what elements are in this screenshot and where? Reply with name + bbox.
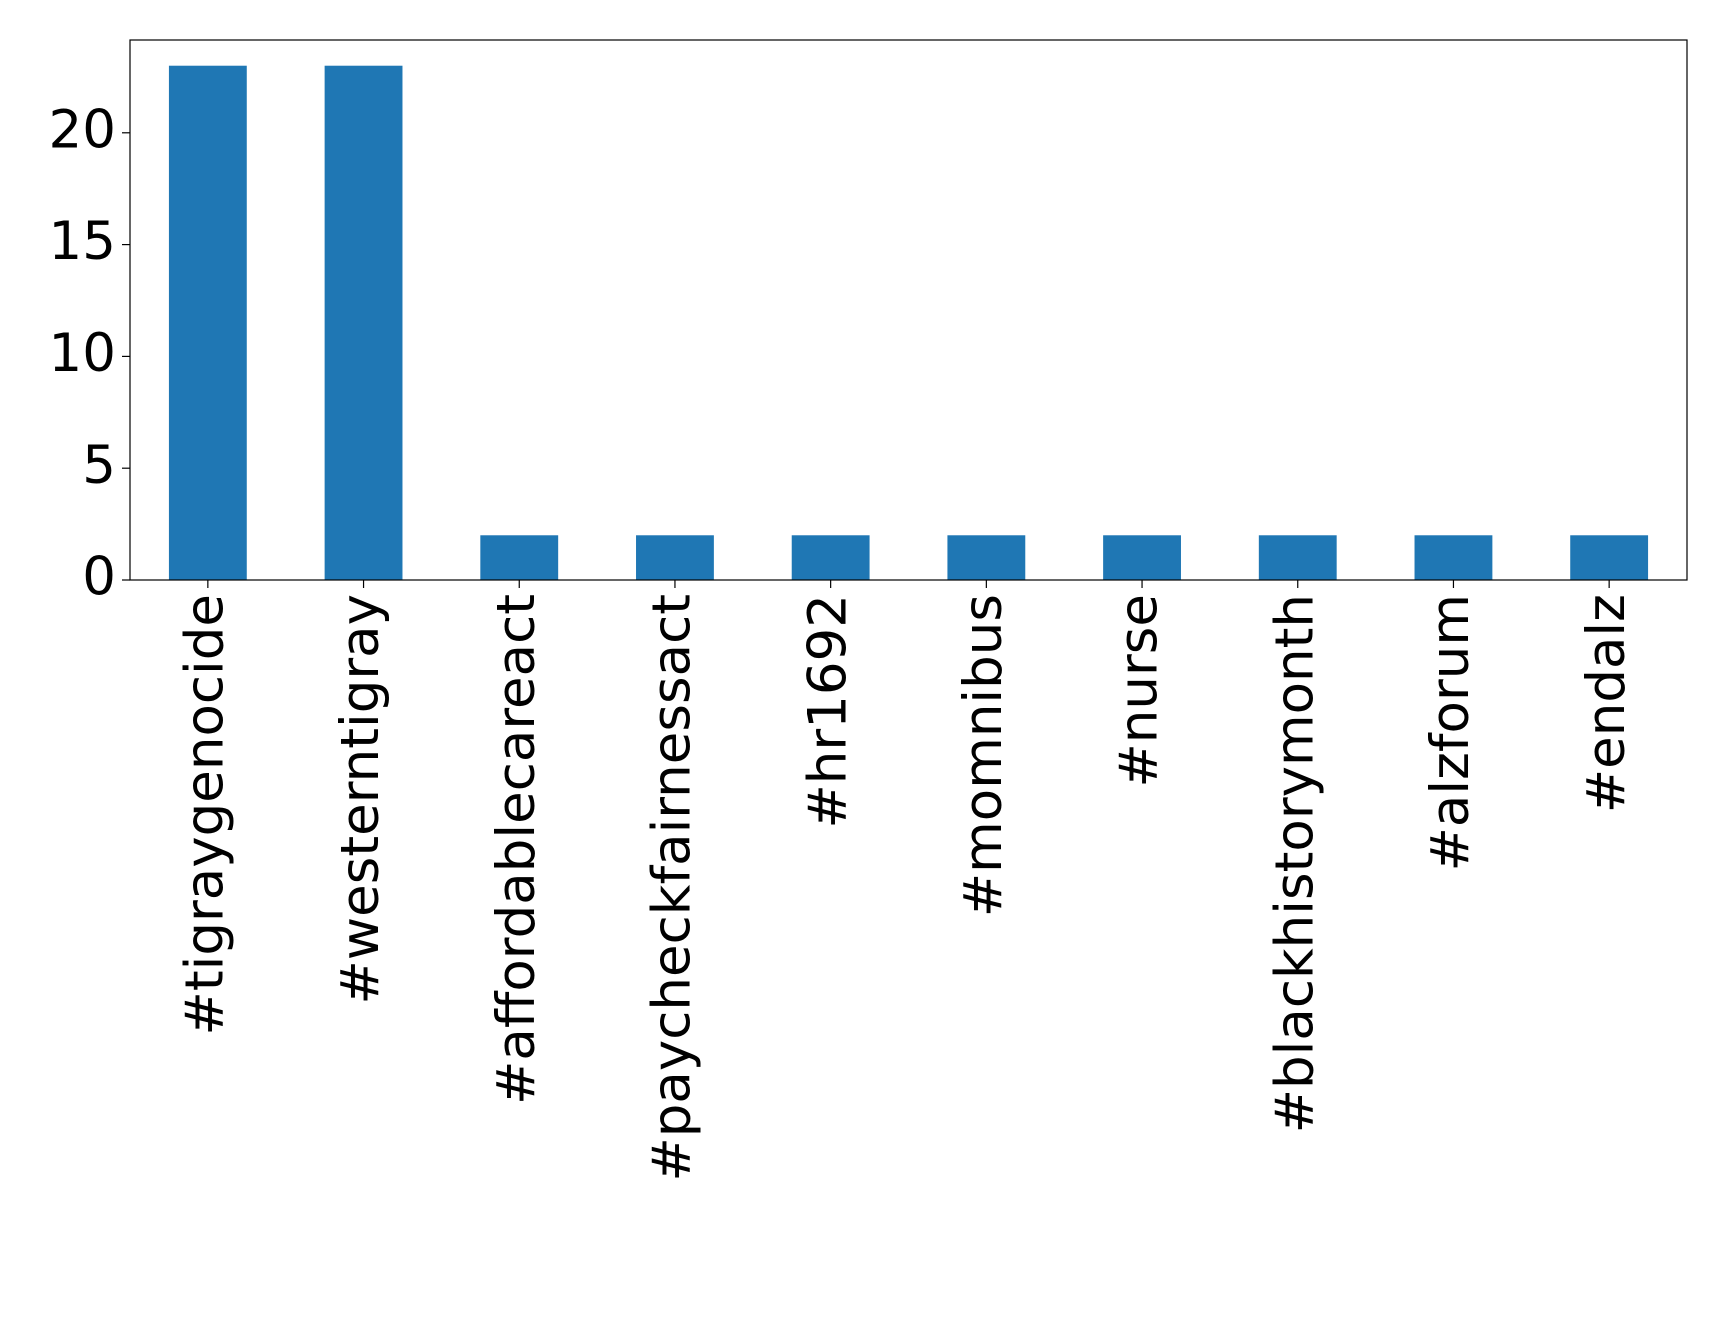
bar	[636, 535, 714, 580]
x-tick-label: #alzforum	[1420, 594, 1481, 872]
x-tick-label: #westerntigray	[330, 594, 391, 1005]
y-tick-label: 20	[49, 99, 116, 160]
x-tick-label: #momnibus	[953, 594, 1014, 917]
y-tick-label: 10	[49, 323, 116, 384]
plot-frame	[129, 39, 1688, 581]
bar	[480, 535, 559, 580]
x-tick-label: #hr1692	[797, 594, 858, 829]
bar	[947, 535, 1026, 580]
y-tick-label: 15	[49, 211, 116, 272]
x-tick-label: #affordablecareact	[486, 594, 547, 1105]
bar	[168, 65, 247, 580]
bar	[324, 65, 403, 580]
bar	[791, 535, 870, 580]
x-tick-label: #nurse	[1109, 594, 1170, 788]
bar	[1570, 535, 1649, 580]
bar	[1103, 535, 1181, 580]
bar	[1414, 535, 1493, 580]
x-tick-label: #tigraygenocide	[174, 594, 235, 1036]
y-tick-label: 0	[82, 547, 116, 608]
x-tick-label: #paycheckfairnessact	[642, 594, 703, 1182]
bar	[1258, 535, 1337, 580]
x-tick-label: #endalz	[1576, 594, 1637, 813]
y-tick-label: 5	[82, 435, 116, 496]
x-tick-label: #blackhistorymonth	[1264, 594, 1325, 1133]
